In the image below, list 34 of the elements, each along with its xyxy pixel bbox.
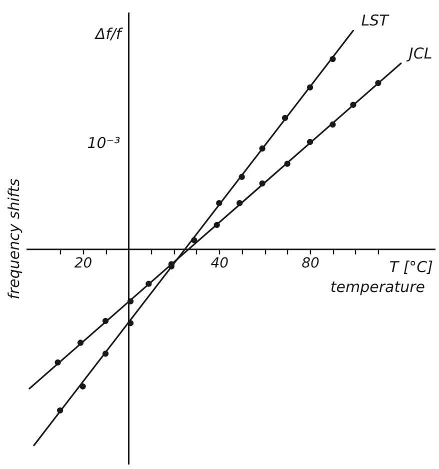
annotation: Δf/f [94, 25, 124, 43]
point [146, 280, 152, 287]
point [330, 121, 336, 128]
x-tick-label: 40 [210, 255, 229, 272]
series-label: JCL [406, 44, 432, 62]
point [127, 298, 134, 304]
point [282, 114, 288, 122]
point [214, 222, 220, 228]
point [259, 180, 266, 187]
point [54, 359, 61, 366]
point [236, 200, 243, 206]
point [259, 145, 266, 152]
annotation: 10⁻³ [87, 134, 120, 152]
annotation: T [°C] [389, 258, 434, 276]
series-label: LST [361, 12, 390, 30]
x-tick-label: 80 [302, 255, 320, 272]
point [102, 350, 109, 357]
point [191, 237, 198, 244]
point [102, 318, 109, 324]
point [330, 56, 336, 62]
x-tick-label: 20 [74, 255, 92, 272]
point [238, 174, 245, 180]
y-axis-title: frequency shifts [5, 178, 23, 300]
point [80, 383, 86, 390]
point [57, 407, 64, 414]
point [284, 160, 290, 167]
point [350, 102, 356, 108]
point [77, 340, 84, 346]
point [127, 320, 134, 326]
x-axis-title: temperature [330, 278, 425, 296]
point [306, 84, 314, 90]
point [306, 138, 314, 146]
point [375, 80, 382, 86]
point [216, 200, 222, 206]
